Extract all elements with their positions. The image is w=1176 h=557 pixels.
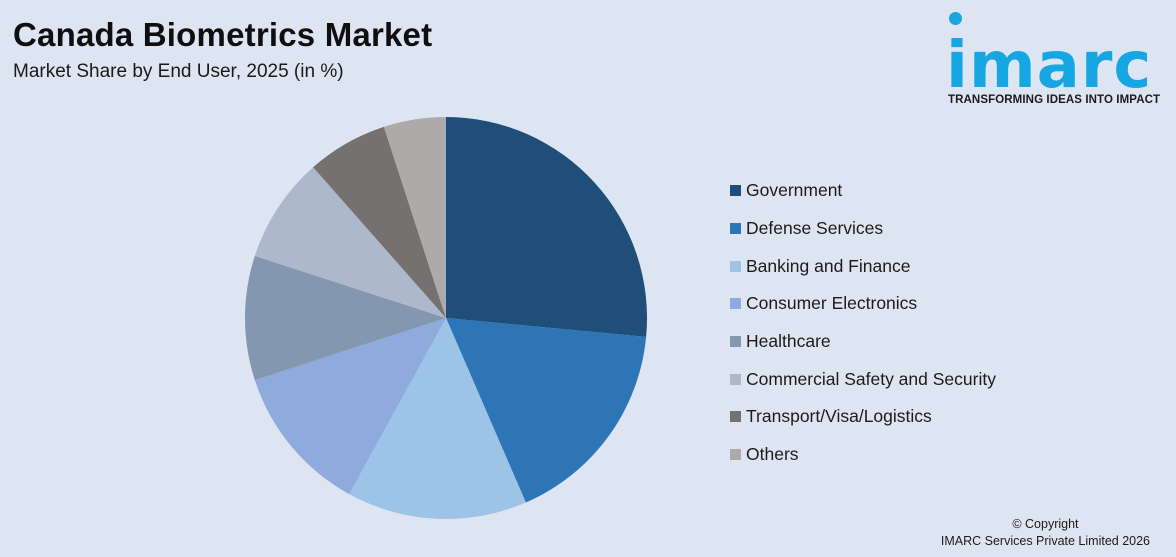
imarc-logo: imarc TRANSFORMING IDEAS INTO IMPACT xyxy=(946,12,1170,108)
pie-slice-healthcare xyxy=(245,255,446,381)
chart-title: Canada Biometrics Market xyxy=(13,16,433,53)
legend-label: Consumer Electronics xyxy=(746,293,918,314)
legend-item-banking-and-finance: Banking and Finance xyxy=(730,247,996,285)
legend-label: Banking and Finance xyxy=(746,255,911,276)
legend-swatch xyxy=(730,336,741,348)
pie-slice-consumer-electronics xyxy=(254,318,446,495)
chart-legend: Government Defense Services Banking and Fi… xyxy=(730,172,996,474)
copyright-notice: © Copyright IMARC Services Private Limit… xyxy=(941,516,1150,550)
pie-slice-government xyxy=(446,117,648,337)
legend-swatch xyxy=(730,298,741,310)
logo-tagline: TRANSFORMING IDEAS INTO IMPACT xyxy=(948,94,1161,106)
copyright-line-1: © Copyright xyxy=(1012,517,1079,531)
legend-label: Healthcare xyxy=(746,331,831,352)
legend-item-government: Government xyxy=(730,172,996,210)
logo-dot-icon xyxy=(949,12,962,25)
logo-wordmark: imarc xyxy=(946,29,1153,103)
pie-slice-others xyxy=(383,117,446,318)
legend-item-consumer-electronics: Consumer Electronics xyxy=(730,285,996,323)
legend-label: Defense Services xyxy=(746,218,884,239)
legend-swatch xyxy=(730,185,741,197)
legend-swatch xyxy=(730,373,741,385)
pie-slice-commercial-safety-and-security xyxy=(254,167,446,318)
pie-slice-transport-visa-logistics xyxy=(313,126,446,318)
copyright-line-2: IMARC Services Private Limited 2026 xyxy=(940,534,1150,548)
legend-item-commercial-safety-and-security: Commercial Safety and Security xyxy=(730,360,996,398)
pie-slice-defense-services xyxy=(446,318,647,503)
legend-item-healthcare: Healthcare xyxy=(730,323,996,361)
legend-swatch xyxy=(730,449,741,461)
legend-label: Others xyxy=(746,444,799,465)
legend-swatch xyxy=(730,260,741,272)
legend-label: Commercial Safety and Security xyxy=(746,368,996,389)
pie-slice-banking-and-finance xyxy=(349,318,526,520)
legend-swatch xyxy=(730,223,741,235)
legend-item-transport-visa-logistics: Transport/Visa/Logistics xyxy=(730,398,996,436)
legend-item-others: Others xyxy=(730,436,996,474)
legend-label: Government xyxy=(746,180,843,201)
legend-swatch xyxy=(730,411,741,423)
legend-item-defense-services: Defense Services xyxy=(730,210,996,248)
legend-label: Transport/Visa/Logistics xyxy=(746,406,932,427)
chart-subtitle: Market Share by End User, 2025 (in %) xyxy=(13,61,344,82)
